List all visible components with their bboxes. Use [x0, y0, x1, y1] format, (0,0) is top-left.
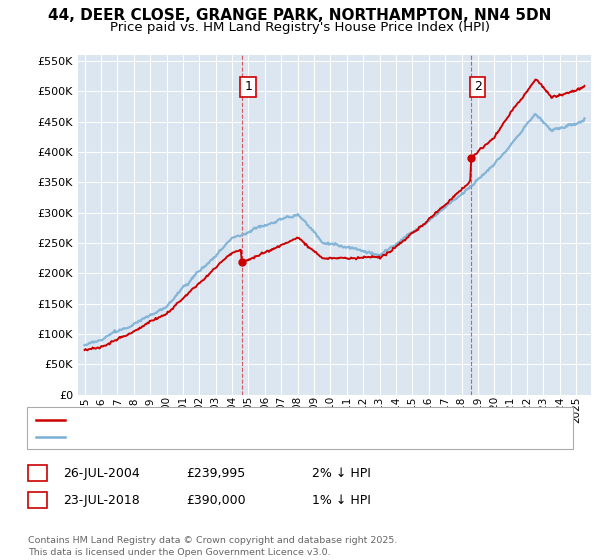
Text: 2: 2 [34, 493, 42, 507]
Text: £390,000: £390,000 [186, 493, 245, 507]
Text: Price paid vs. HM Land Registry's House Price Index (HPI): Price paid vs. HM Land Registry's House … [110, 21, 490, 34]
Text: 44, DEER CLOSE, GRANGE PARK, NORTHAMPTON, NN4 5DN: 44, DEER CLOSE, GRANGE PARK, NORTHAMPTON… [49, 8, 551, 24]
Text: 23-JUL-2018: 23-JUL-2018 [63, 493, 140, 507]
Text: 1% ↓ HPI: 1% ↓ HPI [312, 493, 371, 507]
Text: £239,995: £239,995 [186, 466, 245, 480]
Text: 2: 2 [473, 80, 482, 94]
Text: HPI: Average price, detached house, West Northamptonshire: HPI: Average price, detached house, West… [72, 432, 389, 442]
Text: Contains HM Land Registry data © Crown copyright and database right 2025.
This d: Contains HM Land Registry data © Crown c… [28, 536, 398, 557]
Text: 2% ↓ HPI: 2% ↓ HPI [312, 466, 371, 480]
Text: 1: 1 [244, 80, 252, 94]
Text: 26-JUL-2004: 26-JUL-2004 [63, 466, 140, 480]
Text: 44, DEER CLOSE, GRANGE PARK, NORTHAMPTON, NN4 5DN (detached house): 44, DEER CLOSE, GRANGE PARK, NORTHAMPTON… [72, 415, 475, 424]
Text: 1: 1 [34, 466, 42, 480]
